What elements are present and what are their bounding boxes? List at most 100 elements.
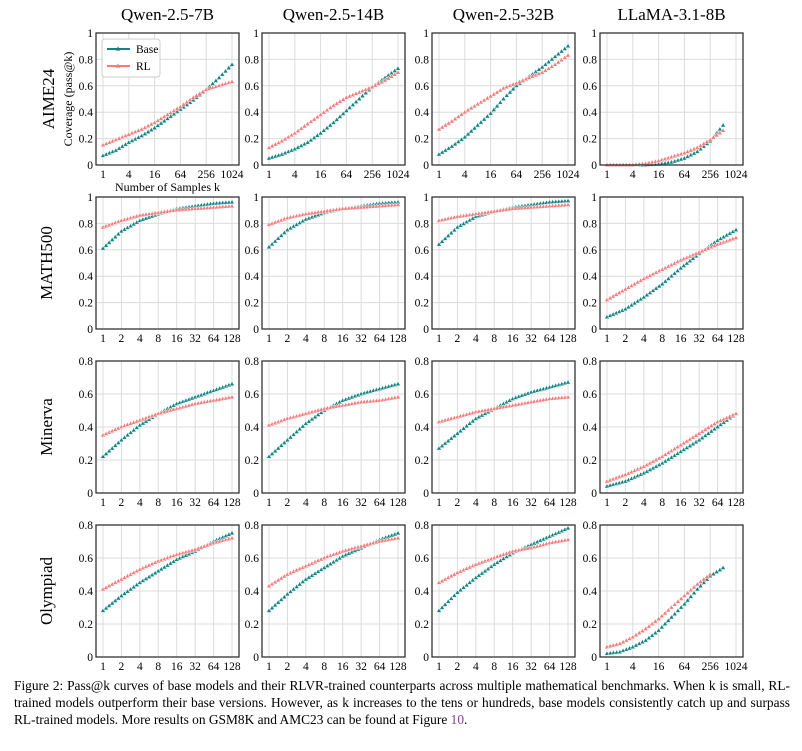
x-tick-label: 4 — [630, 169, 636, 181]
x-tick-label: 64 — [544, 333, 556, 345]
x-tick-label: 64 — [544, 661, 556, 670]
y-tick-label: 0.4 — [79, 107, 94, 119]
data-point-base — [350, 101, 356, 107]
data-point-base — [460, 425, 467, 431]
data-point-base — [665, 275, 672, 281]
subplot: 1 2 4 8 16 32 64 128 0 0.2 0.4 0.6 0.8 — [245, 520, 407, 670]
series-line-base — [102, 383, 233, 458]
x-tick-label: 4 — [303, 333, 309, 345]
y-tick-label: 0.4 — [245, 422, 260, 434]
data-point-base — [448, 230, 455, 235]
data-point-base — [436, 607, 442, 613]
data-point-base — [290, 586, 297, 592]
x-tick-label: 1 — [100, 661, 106, 670]
x-tick-label: 8 — [659, 333, 665, 345]
x-tick-label: 16 — [149, 169, 161, 181]
y-tick-label: 1 — [423, 28, 429, 40]
data-point-base — [130, 427, 137, 433]
data-point-base — [552, 53, 558, 59]
data-point-base — [468, 128, 474, 134]
data-point-base — [275, 445, 281, 451]
x-tick-label: 2 — [455, 497, 461, 509]
data-point-rl — [301, 123, 308, 129]
data-point-rl — [565, 394, 571, 400]
subplot: 1 2 4 8 16 32 64 128 0 0.2 0.4 0.6 0.8 — [79, 520, 241, 670]
y-tick-label: 0.2 — [79, 455, 94, 467]
subplot: 1 4 16 64 256 1024 0 0.2 0.4 0.6 0.8 — [583, 520, 748, 670]
plot-frame — [431, 32, 576, 166]
data-point-base — [100, 453, 106, 459]
y-tick-label: 0 — [423, 652, 429, 664]
data-point-base — [668, 273, 675, 278]
data-point-base — [668, 614, 675, 620]
data-point-rl — [395, 394, 401, 400]
data-point-base — [317, 130, 324, 136]
x-tick-label: 2 — [119, 333, 125, 345]
y-tick-label: 0.6 — [415, 389, 430, 401]
data-point-base — [497, 99, 504, 105]
x-tick-label: 128 — [559, 497, 577, 509]
y-tick-label: 0.6 — [415, 245, 430, 257]
data-point-base — [127, 429, 134, 435]
data-point-base — [284, 591, 291, 597]
y-tick-label: 0.8 — [245, 54, 260, 66]
x-tick-label: 128 — [389, 661, 407, 670]
x-tick-label: 128 — [389, 497, 407, 509]
x-tick-label: 64 — [208, 497, 220, 509]
y-tick-label: 0.4 — [415, 271, 430, 283]
data-point-base — [671, 270, 678, 276]
data-point-rl — [555, 59, 562, 65]
y-tick-label: 0 — [591, 324, 597, 336]
x-tick-label: 32 — [693, 333, 705, 345]
plot-frame — [261, 196, 406, 330]
y-tick-label: 0.2 — [79, 298, 94, 310]
data-point-base — [684, 597, 691, 603]
row-label: MATH500 — [37, 226, 56, 300]
data-point-rl — [184, 99, 190, 105]
data-point-base — [462, 134, 468, 140]
data-point-base — [565, 379, 571, 385]
data-point-base — [219, 71, 226, 77]
y-tick-label: 1 — [591, 28, 597, 40]
y-tick-label: 0 — [253, 160, 259, 172]
y-tick-label: 0 — [423, 324, 429, 336]
plot-frame — [599, 32, 744, 166]
data-point-rl — [655, 616, 662, 621]
data-point-base — [510, 86, 516, 91]
x-tick-label: 8 — [321, 497, 327, 509]
data-point-rl — [229, 203, 235, 209]
figure-link[interactable]: 10 — [450, 712, 465, 727]
x-tick-label: 256 — [198, 169, 216, 181]
data-point-base — [213, 77, 219, 83]
data-point-base — [565, 43, 571, 48]
data-point-base — [545, 59, 552, 64]
data-point-rl — [659, 613, 665, 618]
data-point-base — [287, 434, 294, 440]
x-tick-label: 8 — [491, 661, 497, 670]
x-tick-label: 2 — [119, 661, 125, 670]
data-point-base — [337, 113, 343, 119]
y-tick-label: 0.4 — [245, 107, 260, 119]
x-tick-label: 2 — [285, 497, 291, 509]
y-tick-label: 0.8 — [79, 54, 94, 66]
x-tick-label: 1 — [604, 661, 610, 670]
x-tick-label: 16 — [675, 497, 687, 509]
x-tick-label: 256 — [702, 661, 720, 670]
x-tick-label: 64 — [679, 169, 691, 181]
data-point-base — [106, 602, 112, 608]
data-point-rl — [458, 111, 465, 117]
x-tick-label: 2 — [623, 497, 629, 509]
data-point-base — [470, 418, 476, 424]
x-tick-label: 16 — [653, 661, 665, 670]
y-tick-label: 0 — [253, 652, 259, 664]
x-tick-label: 128 — [223, 661, 241, 670]
data-point-base — [304, 139, 311, 145]
data-point-rl — [707, 136, 713, 142]
y-tick-label: 0.6 — [245, 553, 260, 565]
x-tick-label: 64 — [208, 333, 220, 345]
y-tick-label: 0.6 — [79, 389, 94, 401]
y-tick-label: 0.4 — [79, 422, 94, 434]
y-tick-label: 0.8 — [415, 356, 430, 368]
data-point-rl — [565, 201, 571, 207]
x-tick-label: 8 — [659, 497, 665, 509]
